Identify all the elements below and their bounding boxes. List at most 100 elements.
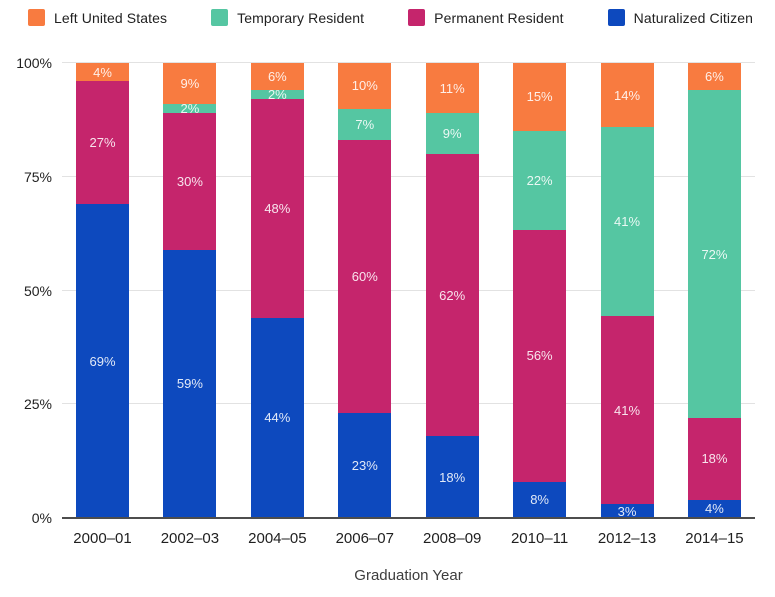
bar-segment-temporary-resident[interactable]: 72% — [687, 90, 741, 418]
bar-segment-permanent-resident[interactable]: 62% — [425, 154, 479, 437]
bar-segment-temporary-resident[interactable]: 7% — [338, 108, 392, 141]
bar-2002-03[interactable]: 9% 2% 30% 59% — [163, 63, 217, 518]
bar-segment-naturalized-citizen[interactable]: 44% — [250, 317, 304, 518]
bars-container: 4% 27% 69% 9% 2% 30% 59% 6% 2% 48% 44% 10% 7% 60% 23% 1… — [62, 63, 755, 519]
bar-value-label: 9% — [442, 126, 462, 142]
bar-2010-11[interactable]: 15% 22% 56% 8% — [513, 63, 567, 518]
bar-segment-left-united-states[interactable]: 9% — [163, 63, 217, 104]
bar-2000-01[interactable]: 4% 27% 69% — [76, 63, 129, 518]
legend-swatch-icon — [211, 9, 229, 26]
bar-segment-naturalized-citizen[interactable]: 23% — [338, 413, 392, 518]
bar-2014-15[interactable]: 6% 72% 18% 4% — [687, 63, 741, 518]
bar-value-label: 27% — [89, 135, 116, 151]
bar-value-label: 2% — [267, 87, 287, 103]
x-axis-tick-label: 2014–15 — [685, 530, 744, 547]
bar-segment-temporary-resident[interactable]: 2% — [250, 87, 304, 103]
bar-value-label: 30% — [176, 173, 203, 189]
bar-segment-left-united-states[interactable]: 14% — [600, 63, 654, 128]
bar-segment-permanent-resident[interactable]: 60% — [338, 140, 392, 414]
bar-value-label: 60% — [351, 269, 378, 285]
bar-segment-permanent-resident[interactable]: 27% — [76, 81, 129, 205]
y-axis-tick-label: 75% — [23, 168, 52, 185]
bar-2012-13[interactable]: 14% 41% 41% 3% — [600, 63, 654, 519]
bar-value-label: 48% — [264, 201, 291, 217]
bar-segment-left-united-states[interactable]: 6% — [250, 63, 304, 91]
bar-value-label: 4% — [93, 64, 112, 80]
bar-segment-permanent-resident[interactable]: 56% — [513, 229, 567, 482]
bar-segment-temporary-resident[interactable]: 2% — [163, 101, 217, 117]
gridline — [62, 175, 755, 177]
bar-value-label: 62% — [439, 287, 466, 303]
bar-2008-09[interactable]: 11% 9% 62% 18% — [425, 63, 479, 518]
bar-segment-permanent-resident[interactable]: 48% — [250, 99, 304, 318]
bar-value-label: 6% — [705, 69, 724, 85]
bar-value-label: 44% — [264, 410, 291, 426]
legend-item-label: Left United States — [54, 9, 168, 26]
gridline — [62, 62, 755, 63]
bar-value-label: 2% — [180, 101, 200, 117]
bar-value-label: 11% — [439, 80, 465, 96]
bar-2006-07[interactable]: 10% 7% 60% 23% — [338, 63, 392, 518]
bar-segment-left-united-states[interactable]: 4% — [76, 63, 129, 82]
legend-item-label: Temporary Resident — [237, 9, 365, 26]
bar-value-label: 22% — [526, 172, 553, 188]
bar-segment-naturalized-citizen[interactable]: 18% — [425, 436, 479, 518]
bar-value-label: 7% — [355, 116, 375, 132]
bar-value-label: 69% — [89, 353, 116, 369]
bar-value-label: 56% — [526, 348, 553, 364]
plot-area: 4% 27% 69% 9% 2% 30% 59% 6% 2% 48% 44% 10% 7% 60% 23% 1… — [16, 55, 755, 547]
bar-segment-left-united-states[interactable]: 10% — [338, 63, 392, 109]
bar-segment-naturalized-citizen[interactable]: 8% — [513, 481, 567, 518]
y-axis-tick-label: 50% — [23, 282, 52, 299]
x-axis-labels: 2000–01 2002–03 2004–05 2006–07 2008–09 2010–… — [62, 530, 755, 547]
legend-item-left-united-states[interactable]: Left United States — [28, 9, 167, 26]
bar-segment-naturalized-citizen[interactable]: 3% — [600, 503, 654, 519]
legend-item-temporary-resident[interactable]: Temporary Resident — [211, 9, 364, 26]
bar-value-label: 10% — [351, 78, 378, 94]
x-axis-tick-label: 2000–01 — [73, 530, 132, 547]
bar-segment-temporary-resident[interactable]: 41% — [600, 127, 654, 316]
bar-segment-permanent-resident[interactable]: 30% — [163, 113, 217, 250]
x-axis-title: Graduation Year — [354, 567, 463, 584]
x-axis-tick-label: 2012–13 — [597, 530, 657, 547]
bar-value-label: 72% — [701, 246, 728, 262]
y-axis-tick-label: 100% — [16, 55, 52, 71]
bar-segment-temporary-resident[interactable]: 9% — [425, 113, 479, 155]
bar-value-label: 18% — [439, 469, 466, 485]
bar-value-label: 3% — [617, 503, 637, 519]
bar-segment-permanent-resident[interactable]: 18% — [687, 417, 741, 500]
bar-segment-left-united-states[interactable]: 11% — [425, 63, 479, 114]
legend-swatch-icon — [607, 9, 625, 26]
bar-segment-left-united-states[interactable]: 15% — [513, 63, 567, 131]
bar-value-label: 18% — [701, 451, 728, 467]
x-axis-tick-label: 2006–07 — [335, 530, 394, 547]
legend-item-permanent-resident[interactable]: Permanent Resident — [408, 9, 564, 26]
bar-value-label: 59% — [176, 376, 203, 392]
bar-segment-naturalized-citizen[interactable]: 59% — [163, 249, 217, 518]
legend-item-label: Naturalized Citizen — [633, 9, 754, 26]
bar-value-label: 9% — [180, 76, 200, 91]
bar-segment-naturalized-citizen[interactable]: 69% — [76, 204, 129, 518]
gridline — [62, 289, 755, 291]
bar-value-label: 4% — [705, 501, 724, 517]
bar-value-label: 15% — [526, 89, 553, 105]
bar-segment-permanent-resident[interactable]: 41% — [600, 315, 654, 505]
legend-item-naturalized-citizen[interactable]: Naturalized Citizen — [607, 9, 754, 26]
legend-swatch-icon — [408, 9, 426, 26]
bar-value-label: 41% — [614, 402, 641, 418]
y-axis-tick-label: 0% — [31, 510, 52, 526]
chart-legend: Left United States Temporary Resident Perm… — [28, 9, 753, 26]
bar-2004-05[interactable]: 6% 2% 48% 44% — [250, 63, 304, 518]
x-axis-tick-label: 2008–09 — [422, 530, 482, 547]
bar-segment-left-united-states[interactable]: 6% — [687, 63, 741, 91]
bar-value-label: 6% — [267, 69, 287, 85]
bar-value-label: 8% — [530, 492, 549, 508]
bar-segment-naturalized-citizen[interactable]: 4% — [687, 499, 741, 518]
x-axis-tick-label: 2004–05 — [248, 530, 307, 547]
bar-segment-temporary-resident[interactable]: 22% — [513, 130, 567, 230]
gridline — [62, 403, 755, 405]
legend-item-label: Permanent Resident — [434, 9, 564, 26]
x-axis-tick-label: 2010–11 — [510, 530, 569, 547]
bar-value-label: 23% — [351, 458, 378, 474]
